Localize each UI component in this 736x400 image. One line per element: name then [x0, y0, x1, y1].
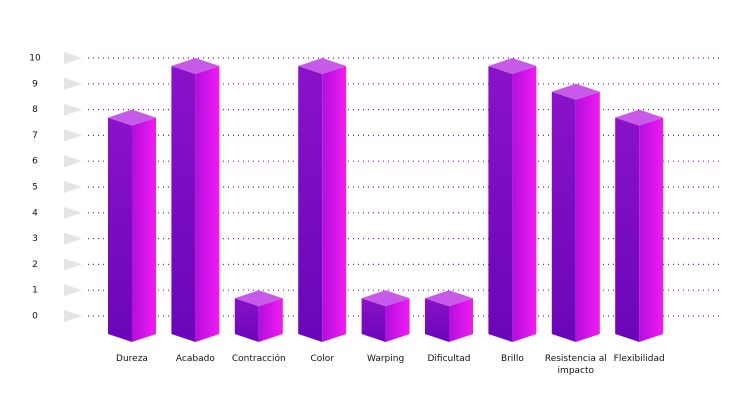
- tick-marker: [64, 258, 82, 271]
- y-tick-label: 9: [32, 79, 38, 89]
- y-tick-label: 3: [32, 234, 38, 244]
- x-tick-label: Brillo: [500, 354, 524, 364]
- y-tick-label: 7: [32, 131, 38, 141]
- bar: [234, 290, 283, 342]
- tick-marker: [64, 52, 82, 64]
- bar-top-face: [298, 58, 347, 74]
- x-tick-label: Resistencia al impacto: [544, 354, 607, 376]
- bar-top-face: [171, 58, 220, 74]
- bar-right-face: [512, 66, 537, 342]
- y-tick-label: 2: [32, 260, 38, 270]
- bar-top-face: [551, 83, 600, 100]
- y-tick-label: 1: [32, 286, 38, 296]
- tick-marker: [64, 77, 82, 90]
- bar-left-face: [425, 298, 449, 342]
- bar-right-face: [195, 66, 220, 342]
- x-tick-label: Flexibilidad: [613, 354, 665, 364]
- x-tick-label: Acabado: [175, 354, 215, 364]
- x-tick-label: Dureza: [116, 354, 148, 364]
- tick-marker: [64, 206, 82, 219]
- x-tick-label: Contracción: [231, 354, 286, 364]
- bar-right-face: [322, 66, 347, 342]
- tick-marker: [64, 310, 82, 322]
- bar-top-face: [425, 290, 473, 307]
- tick-marker: [64, 284, 82, 297]
- y-tick-label: 10: [29, 54, 41, 64]
- bar-right-face: [258, 298, 283, 342]
- bar: [298, 58, 347, 342]
- bar-right-face: [575, 91, 600, 342]
- bar: [108, 109, 156, 342]
- bar-left-face: [234, 298, 259, 342]
- bar: [551, 83, 600, 342]
- bar: [488, 58, 537, 342]
- bar-left-face: [615, 117, 640, 342]
- bar-left-face: [361, 298, 386, 342]
- y-tick-label: 5: [32, 183, 38, 193]
- bar-top-face: [234, 290, 283, 307]
- bar-right-face: [132, 117, 156, 342]
- y-tick-label: 6: [32, 157, 38, 167]
- y-tick-label: 4: [32, 208, 38, 218]
- tick-marker: [64, 181, 82, 193]
- bar-right-face: [639, 117, 664, 342]
- bar: [361, 290, 410, 342]
- tick-marker: [64, 103, 82, 116]
- bar-left-face: [298, 66, 323, 342]
- tick-marker: [64, 129, 82, 142]
- tick-marker: [64, 155, 82, 168]
- bar-right-face: [449, 298, 473, 342]
- bar-left-face: [551, 91, 576, 342]
- bar-top-face: [488, 58, 537, 74]
- y-tick-label: 8: [32, 105, 38, 115]
- bar: [171, 58, 220, 342]
- bar-right-face: [385, 298, 410, 342]
- x-tick-label: Warping: [367, 354, 405, 364]
- bar-top-face: [615, 109, 664, 126]
- bar: [615, 109, 664, 342]
- bar-top-face: [361, 290, 410, 307]
- bar: [425, 290, 473, 342]
- bar-left-face: [108, 117, 132, 342]
- x-tick-label: Dificultad: [427, 354, 471, 364]
- bar-top-face: [108, 109, 156, 126]
- x-tick-label: Color: [310, 354, 334, 364]
- bar-left-face: [488, 66, 513, 342]
- tick-marker: [64, 232, 82, 245]
- y-tick-label: 0: [32, 312, 38, 322]
- bar-left-face: [171, 66, 196, 342]
